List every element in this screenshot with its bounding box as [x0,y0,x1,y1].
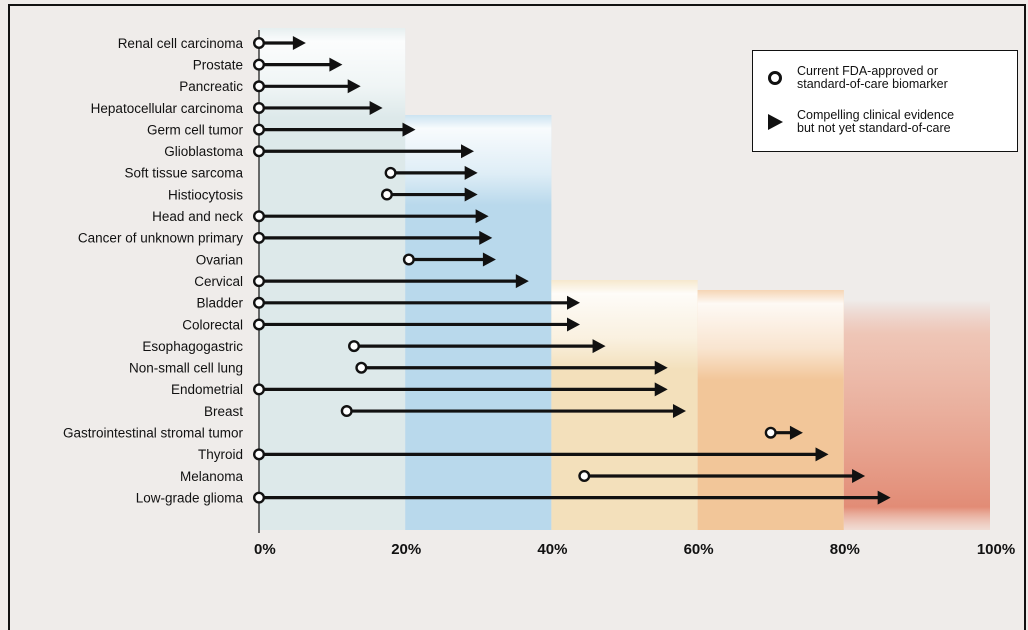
approved-circle [348,340,361,353]
legend-item-triangle: Compelling clinical evidence but not yet… [753,109,1017,135]
category-label: Ovarian [196,252,243,267]
approved-circle [402,253,415,266]
approved-circle [252,491,265,504]
data-marks [252,36,891,505]
band-4 [843,300,990,530]
evidence-triangle [877,490,891,505]
x-tick-label: 20% [391,541,421,558]
evidence-triangle [654,360,668,375]
category-label: Pancreatic [179,79,243,94]
approved-circle [252,37,265,50]
x-tick-label: 100% [977,541,1015,558]
x-tick-label: 80% [830,541,860,558]
evidence-triangle [460,144,474,159]
category-label: Thyroid [198,447,243,462]
evidence-triangle [292,36,306,50]
approved-circle [252,296,265,309]
background-bands [259,28,990,530]
category-label: Cervical [194,274,243,289]
evidence-triangle [852,469,866,483]
approved-circle [252,318,265,331]
evidence-triangle [566,317,580,332]
x-axis-ticks: 0% 20% 40% 60% 80% 100% [254,541,1015,558]
band-fade-1 [405,115,552,205]
evidence-triangle [789,425,803,440]
approved-circle [252,231,265,244]
approved-circle [764,426,777,439]
category-label: Cancer of unknown primary [78,231,243,246]
legend-label: Compelling clinical evidence but not yet… [797,108,955,135]
category-label: Head and neck [152,209,243,224]
category-label: Endometrial [171,382,243,397]
evidence-triangle [329,57,343,72]
category-label: Breast [204,404,243,419]
legend-label: Current FDA-approved or standard-of-care… [797,64,948,91]
legend-item-circle: Current FDA-approved or standard-of-care… [753,65,1017,91]
evidence-triangle [369,100,383,115]
evidence-triangle [482,252,496,267]
circle-marker-icon [768,71,782,85]
x-tick-label: 60% [684,541,714,558]
evidence-triangle [672,404,686,419]
category-label: Germ cell tumor [147,122,244,137]
evidence-triangle [592,339,606,354]
evidence-triangle [402,122,416,137]
evidence-triangle [464,165,478,180]
category-label: Soft tissue sarcoma [124,166,243,181]
approved-circle [340,405,353,418]
approved-circle [252,101,265,114]
category-label: Histiocytosis [168,187,243,202]
category-label: Melanoma [180,469,244,484]
category-label: Glioblastoma [164,144,243,159]
x-tick-label: 40% [537,541,567,558]
evidence-triangle [515,274,529,289]
category-label: Colorectal [182,317,243,332]
legend: Current FDA-approved or standard-of-care… [752,50,1018,152]
category-label: Renal cell carcinoma [118,36,244,51]
band-fade-3 [697,290,844,380]
category-label: Hepatocellular carcinoma [91,101,244,116]
evidence-triangle [815,447,829,462]
category-label: Prostate [193,57,243,72]
approved-circle [252,383,265,396]
approved-circle [252,123,265,136]
approved-circle [252,210,265,223]
evidence-triangle [566,295,580,310]
approved-circle [252,80,265,93]
category-label: Non-small cell lung [129,361,243,376]
approved-circle [252,145,265,158]
evidence-triangle [475,209,489,224]
evidence-triangle [347,79,361,94]
approved-circle [384,166,397,179]
evidence-triangle [479,230,493,245]
approved-circle [252,448,265,461]
approved-circle [355,361,368,374]
approved-circle [252,275,265,288]
approved-circle [252,58,265,71]
triangle-marker-icon [768,114,783,130]
chart-frame [8,4,1026,630]
category-label: Esophagogastric [142,339,243,354]
category-label: Bladder [196,296,243,311]
evidence-triangle [654,382,668,397]
x-tick-label: 0% [254,541,276,558]
approved-circle [578,470,591,483]
category-labels: Renal cell carcinoma Prostate Pancreatic He… [63,36,244,506]
approved-circle [380,188,393,201]
evidence-triangle [464,187,478,202]
category-label: Low-grade glioma [136,490,244,505]
category-label: Gastrointestinal stromal tumor [63,426,244,441]
